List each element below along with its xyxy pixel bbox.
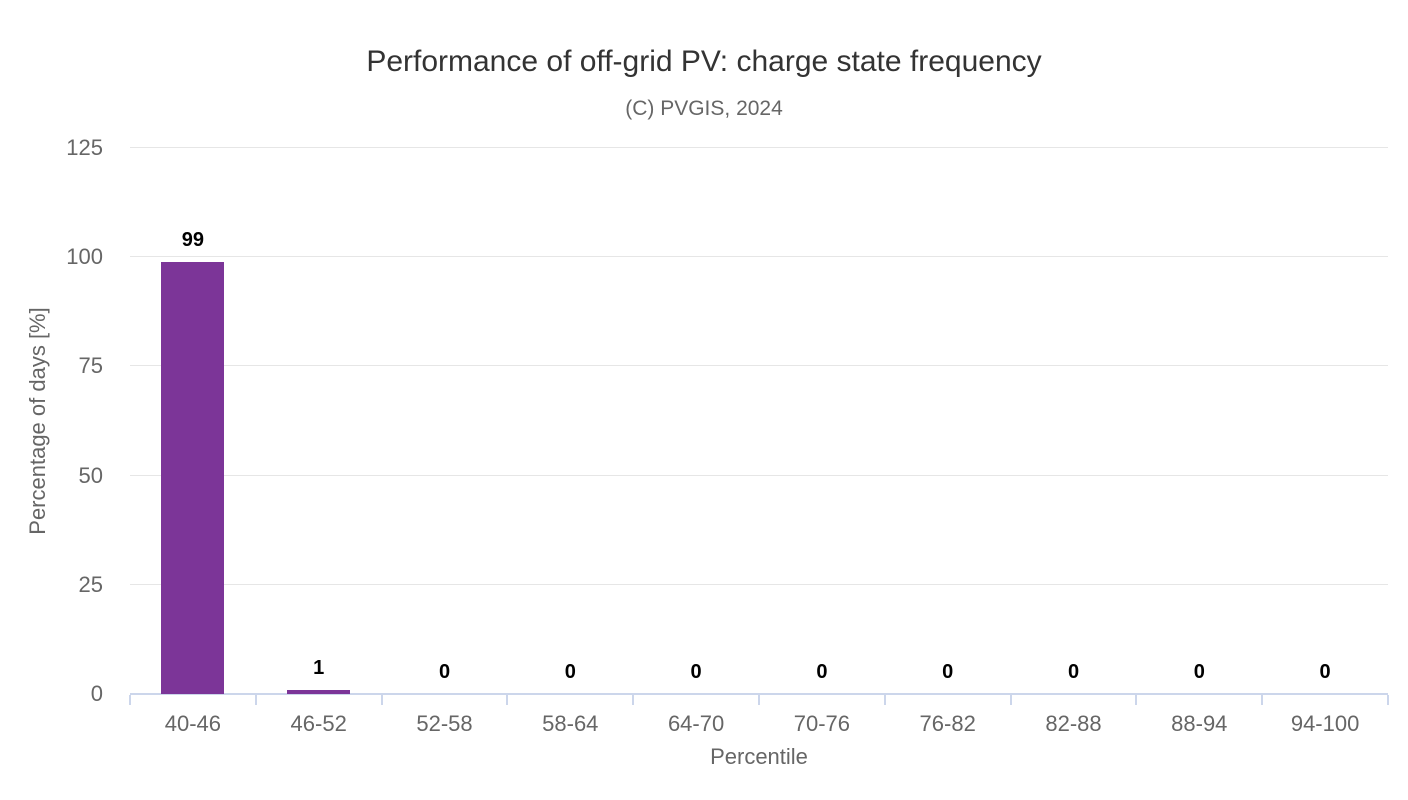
x-axis-tick-mark (758, 695, 760, 705)
bar[interactable] (161, 261, 225, 694)
bar-value-label: 99 (181, 228, 205, 251)
x-axis-category-label: 88-94 (1171, 711, 1228, 736)
y-axis-tick-label: 75 (78, 353, 103, 379)
y-axis-title: Percentage of days [%] (25, 307, 50, 535)
y-gridline (130, 147, 1388, 148)
y-axis-tick-label: 25 (78, 571, 103, 597)
y-gridline (130, 474, 1388, 476)
x-axis-category-label: 58-64 (542, 711, 599, 736)
x-axis-tick-mark (254, 695, 257, 705)
x-axis-tick-mark (380, 695, 383, 705)
x-axis-title: Percentile (710, 744, 808, 769)
y-axis-tick-label: 0 (90, 681, 103, 706)
bar-value-label: 0 (690, 661, 702, 683)
bar[interactable] (287, 689, 351, 694)
x-axis-category-label: 76-82 (919, 711, 976, 736)
x-axis-category-label: 94-100 (1290, 711, 1360, 736)
chart-title: Performance of off-grid PV: charge state… (366, 45, 1042, 78)
bar-value-label: 1 (313, 656, 325, 679)
y-gridline (130, 256, 1388, 258)
y-gridline (130, 365, 1388, 367)
x-axis-category-label: 82-88 (1045, 711, 1102, 736)
bar-value-label: 0 (1067, 661, 1080, 683)
bar-value-label: 0 (816, 661, 828, 683)
chart-subtitle: (C) PVGIS, 2024 (625, 97, 783, 120)
bar-value-label: 0 (1193, 661, 1205, 683)
bar-value-label: 0 (942, 661, 954, 683)
x-axis-category-label: 64-70 (667, 711, 725, 736)
x-axis-tick-mark (1135, 695, 1138, 705)
x-axis-tick-mark (632, 695, 635, 705)
bar-value-label: 0 (564, 661, 576, 683)
x-axis-tick-mark (1261, 695, 1264, 705)
x-axis-tick-mark (1009, 695, 1012, 705)
x-axis-tick-mark (129, 695, 131, 705)
x-axis-category-label: 70-76 (793, 711, 851, 736)
x-axis-tick-mark (506, 695, 509, 705)
x-axis-category-label: 40-46 (164, 711, 222, 736)
y-axis-tick-label: 50 (78, 462, 103, 488)
x-axis-tick-mark (883, 695, 886, 705)
x-axis-tick-mark (1387, 695, 1389, 705)
y-axis-tick-label: 125 (66, 135, 103, 160)
x-axis-category-label: 52-58 (416, 711, 473, 736)
y-axis-tick-label: 100 (66, 244, 103, 270)
bar-value-label: 0 (438, 661, 451, 683)
y-gridline (130, 583, 1388, 585)
bar-value-label: 0 (1319, 661, 1331, 683)
x-axis-line (130, 693, 1388, 695)
x-axis-category-label: 46-52 (290, 711, 347, 736)
